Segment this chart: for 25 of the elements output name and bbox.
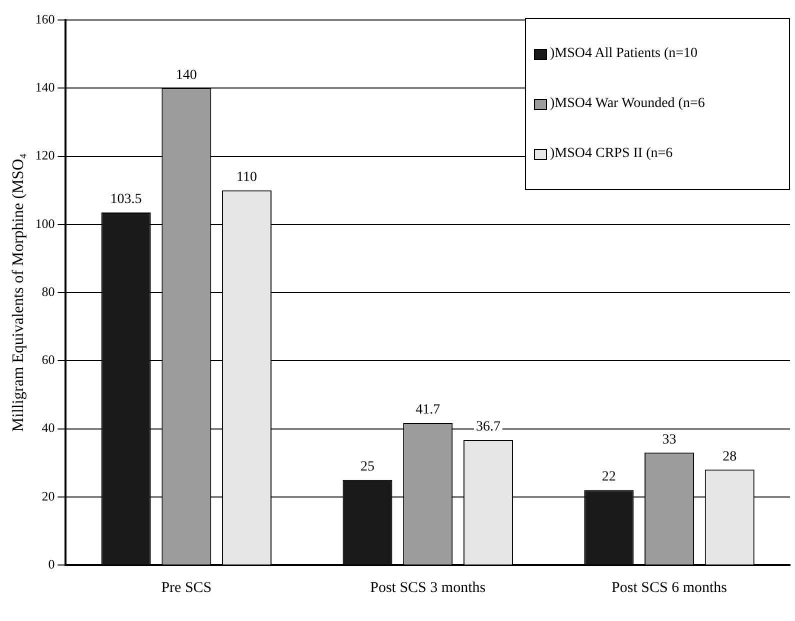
data-label: 22: [602, 470, 616, 485]
data-label: 110: [236, 170, 258, 185]
legend-label: )MSO4 All Patients (n=10: [549, 45, 699, 63]
data-label: 25: [360, 460, 374, 475]
data-label: 140: [176, 68, 197, 83]
x-tick-label: Post SCS 6 months: [612, 580, 728, 596]
x-tick-label: Pre SCS: [161, 580, 212, 596]
legend-label: )MSO4 War Wounded (n=6: [549, 95, 706, 113]
data-label: 33: [662, 432, 676, 448]
y-tick-label: 0: [48, 556, 55, 572]
y-axis-title: Milligram Equivalents of Morphine (MSO₄: [10, 152, 27, 432]
data-label: 28: [722, 449, 737, 464]
y-tick-label: 80: [42, 284, 55, 299]
data-label: 103.5: [110, 192, 142, 208]
y-tick-label: 40: [42, 420, 55, 436]
y-tick-label: 100: [35, 216, 55, 231]
data-label: 41.7: [416, 402, 440, 418]
x-tick-label: Post SCS 3 months: [370, 580, 486, 596]
y-tick-label: 20: [42, 488, 55, 504]
y-tick-label: 160: [35, 11, 55, 26]
legend-label: )MSO4 CRPS II (n=6: [549, 145, 674, 163]
y-tick-label: 140: [35, 80, 55, 95]
y-tick-label: 60: [42, 352, 55, 368]
data-label: 36.7: [476, 420, 500, 435]
y-tick-label: 120: [35, 148, 55, 163]
